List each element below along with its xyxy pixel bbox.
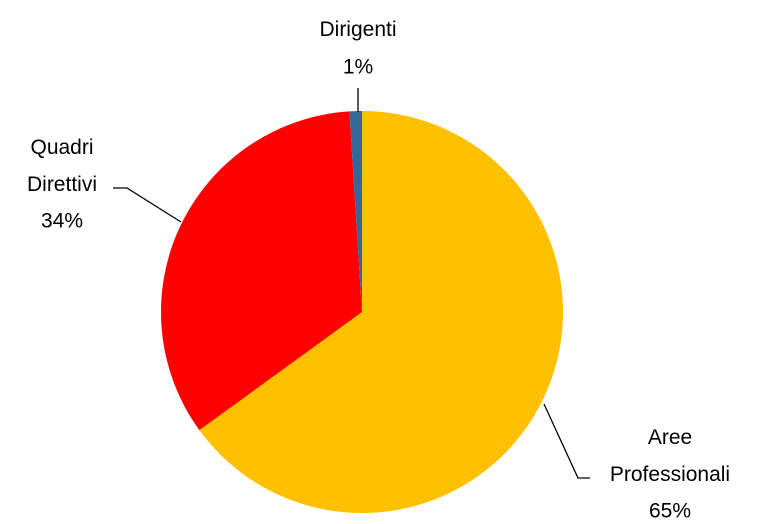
- leader-line: [113, 187, 182, 223]
- value-label: 65%: [649, 500, 691, 523]
- value-label: 1%: [343, 56, 373, 79]
- value-label: 34%: [41, 210, 83, 233]
- category-label: Dirigenti: [319, 18, 396, 41]
- pie-slice: [199, 111, 564, 513]
- labels: Aree Professionali 65% Quadri Direttivi 34% Di…: [27, 18, 730, 523]
- category-label: Quadri Direttivi: [27, 136, 97, 196]
- pie-slice: [349, 111, 362, 312]
- leader-line: [543, 403, 590, 479]
- pie-slice: [161, 111, 362, 431]
- pie: [161, 111, 564, 513]
- category-label: Aree Professionali: [610, 426, 730, 486]
